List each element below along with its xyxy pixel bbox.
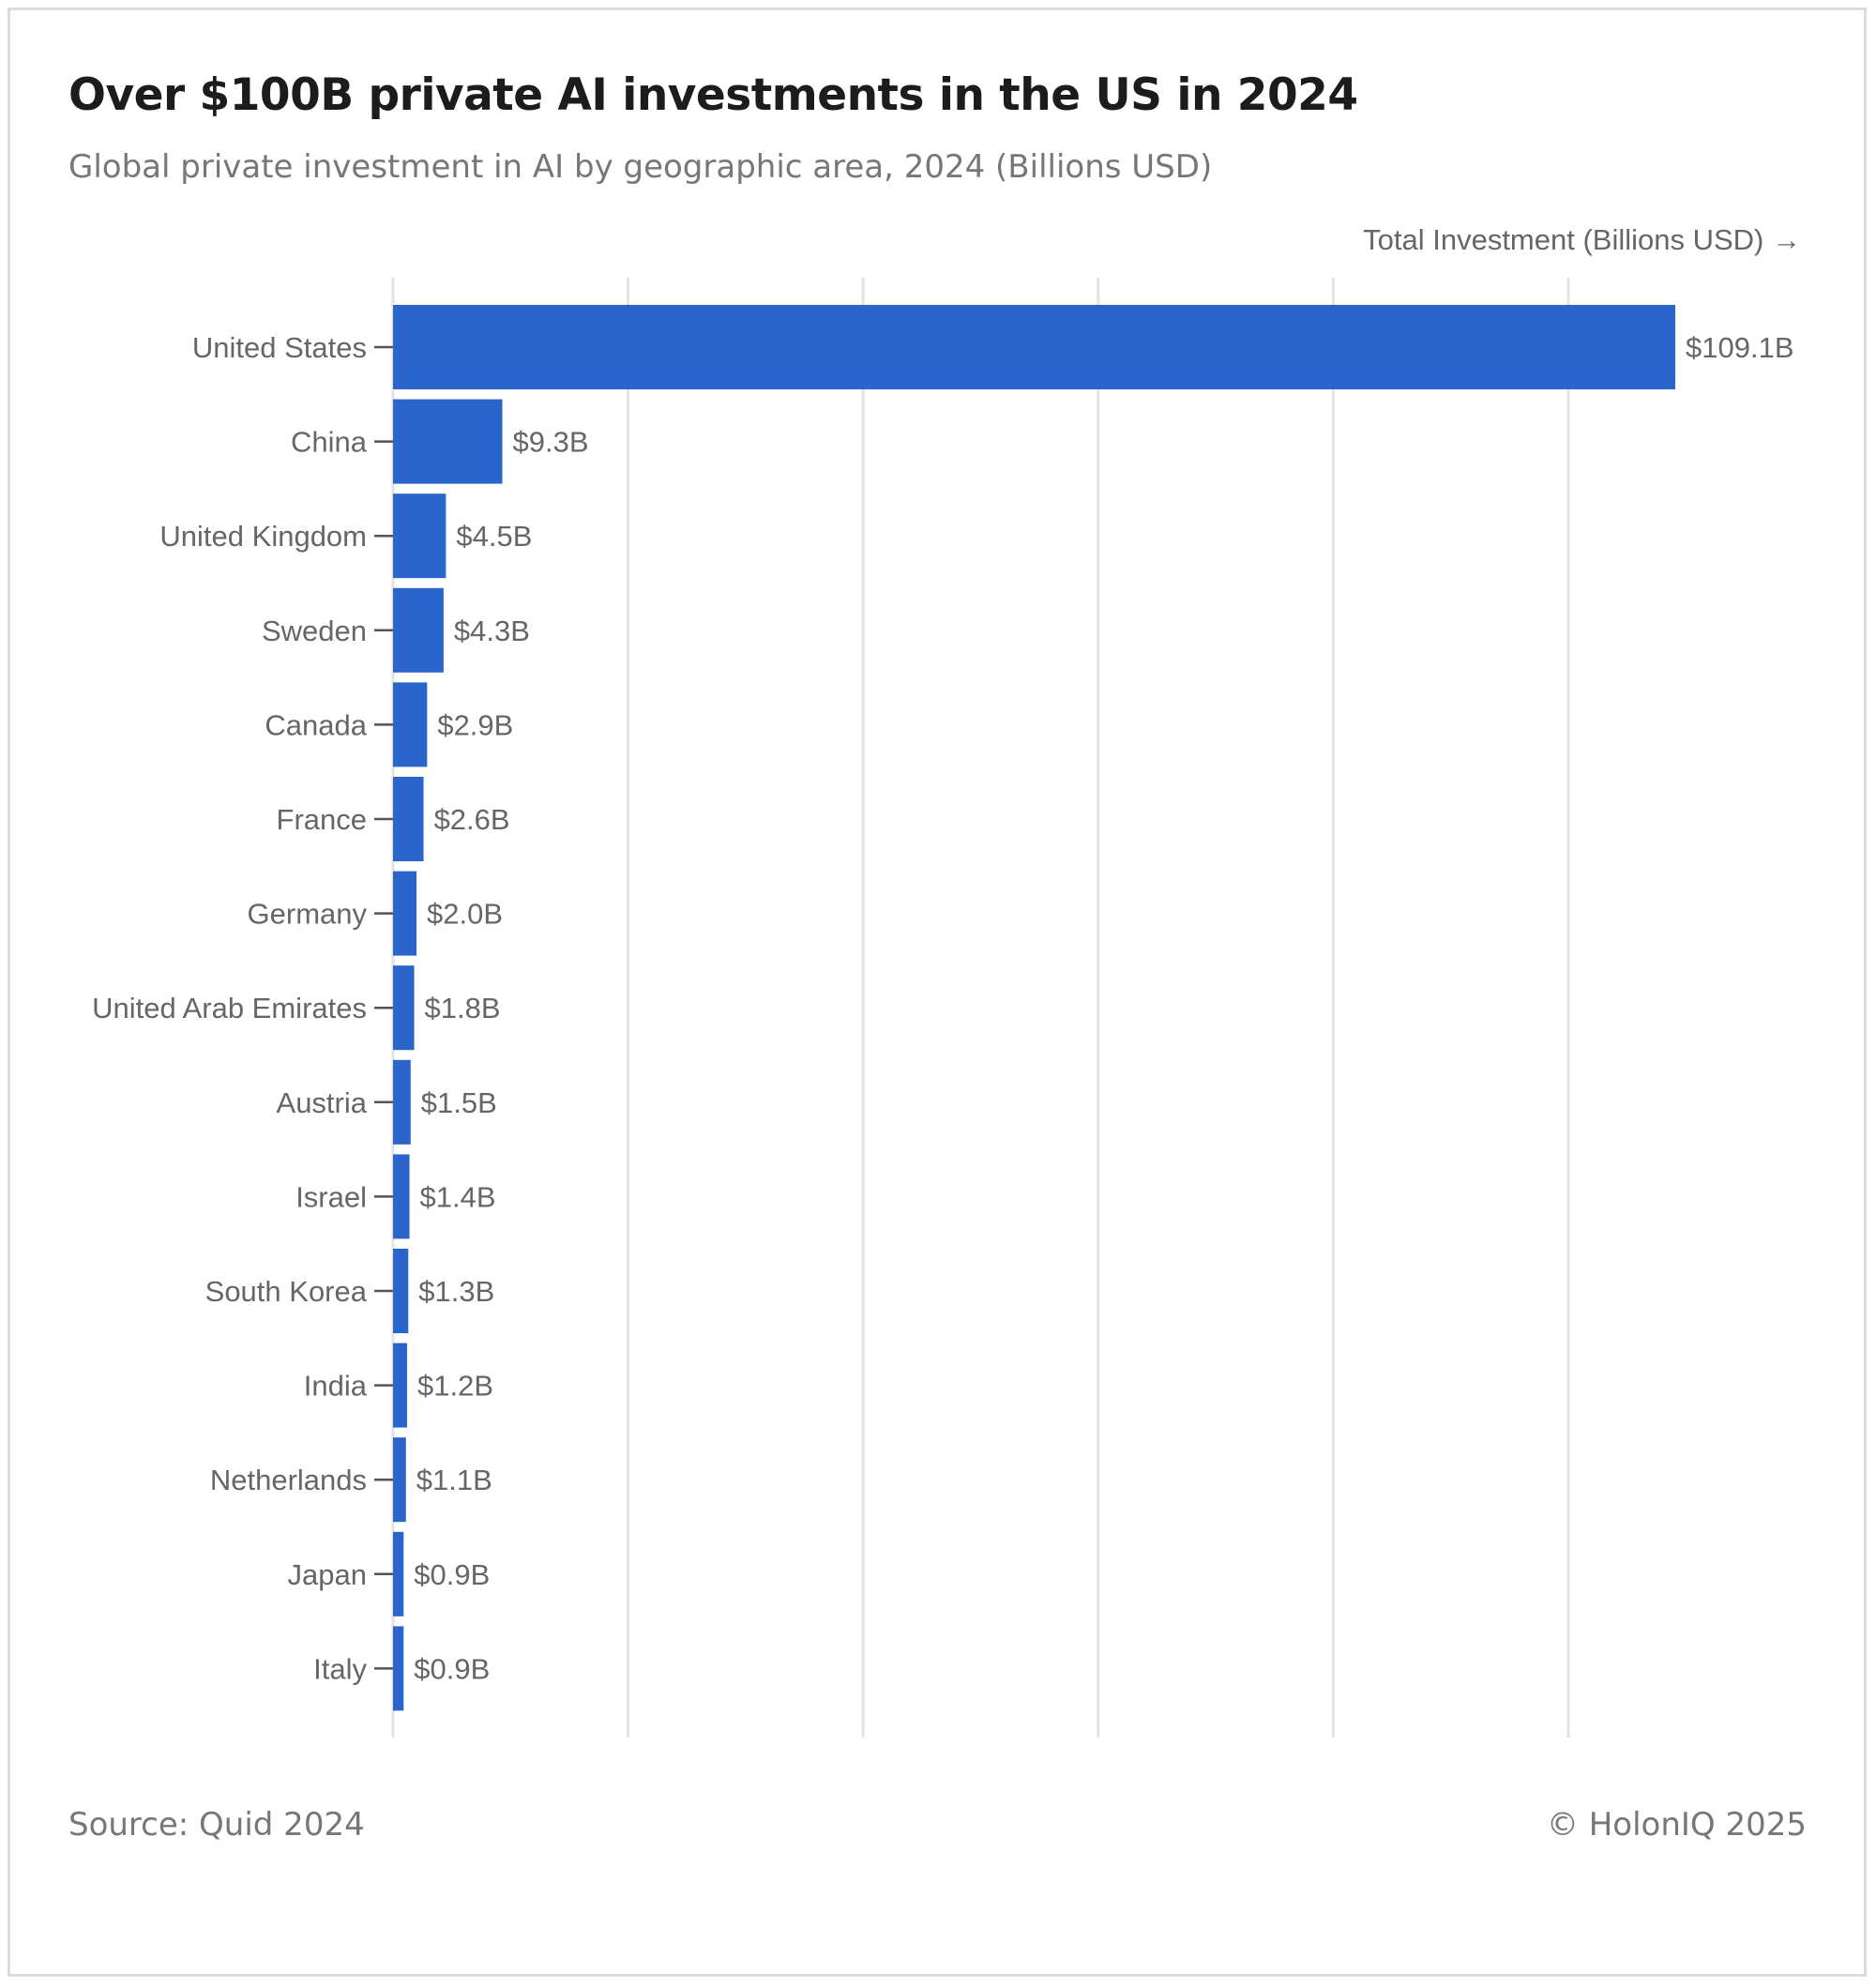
bar — [393, 1531, 404, 1616]
data-label: $1.8B — [425, 992, 501, 1024]
bar — [393, 1626, 404, 1711]
bar — [393, 305, 1676, 389]
data-label: $9.3B — [513, 426, 589, 459]
y-tick-label: Germany — [248, 898, 368, 931]
y-tick-label: South Korea — [205, 1275, 368, 1308]
bar — [393, 1437, 406, 1523]
data-label: $1.1B — [416, 1464, 492, 1496]
data-label: $1.2B — [417, 1370, 493, 1403]
y-tick-label: Canada — [265, 708, 367, 741]
data-label: $109.1B — [1686, 331, 1794, 364]
data-label: $1.4B — [420, 1180, 496, 1213]
bar — [393, 777, 424, 861]
bar — [393, 1249, 409, 1333]
y-tick-label: Sweden — [262, 615, 367, 647]
chart-subtitle: Global private investment in AI by geogr… — [68, 148, 1213, 186]
labels: United States $109.1B China $9.3B United Kin… — [92, 331, 1793, 1685]
data-label: $1.3B — [418, 1275, 494, 1308]
bar — [393, 871, 417, 956]
y-tick-label: United States — [192, 331, 367, 364]
bar — [393, 1154, 410, 1239]
bar — [393, 1059, 411, 1145]
y-tick-label: United Arab Emirates — [92, 992, 367, 1024]
y-tick-label: Israel — [295, 1180, 367, 1213]
data-label: $2.6B — [434, 803, 510, 836]
bar — [393, 493, 446, 579]
source-note: Source: Quid 2024 — [68, 1806, 365, 1844]
y-tick-label: Austria — [277, 1086, 368, 1119]
bar — [393, 965, 415, 1051]
x-axis-title: Total Investment (Billions USD) → — [1363, 223, 1801, 256]
copyright-note: © HolonIQ 2025 — [1546, 1806, 1807, 1844]
y-tick-label: Italy — [313, 1652, 367, 1685]
y-tick-label: France — [277, 803, 367, 836]
bar — [393, 399, 503, 484]
bar — [393, 682, 428, 767]
data-label: $2.9B — [437, 708, 513, 741]
data-label: $0.9B — [414, 1652, 490, 1685]
chart-title: Over $100B private AI investments in the… — [68, 69, 1358, 121]
y-tick-label: Japan — [288, 1558, 367, 1591]
grid-lines — [391, 278, 1570, 1738]
data-label: $2.0B — [427, 898, 503, 931]
y-tick-label: China — [291, 426, 368, 459]
data-label: $4.5B — [456, 520, 532, 553]
y-tick-label: United Kingdom — [159, 520, 367, 553]
bar — [393, 587, 444, 673]
y-tick-label: Netherlands — [210, 1464, 367, 1496]
data-label: $0.9B — [414, 1558, 490, 1591]
bar — [393, 1343, 408, 1428]
data-label: $4.3B — [454, 615, 530, 647]
data-label: $1.5B — [421, 1086, 497, 1119]
bars — [393, 305, 1676, 1711]
y-tick-label: India — [304, 1370, 368, 1403]
